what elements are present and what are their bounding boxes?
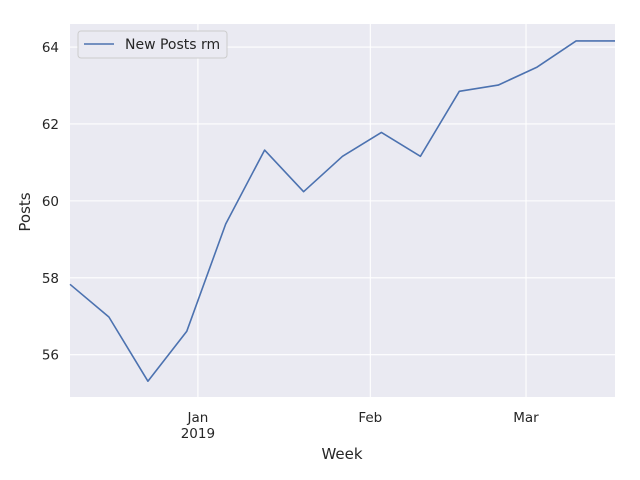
- x-axis-label: Week: [321, 445, 362, 463]
- x-tick-label: Jan: [187, 410, 209, 426]
- plot-background: [70, 24, 615, 397]
- y-tick-label: 64: [42, 40, 59, 56]
- series-layer: [69, 40, 615, 383]
- legend: New Posts rm: [77, 30, 228, 59]
- y-tick-label: 62: [42, 117, 59, 133]
- y-axis-label: Posts: [16, 192, 34, 231]
- legend-label: New Posts rm: [125, 37, 220, 53]
- legend-box: [77, 30, 228, 59]
- y-tick-label: 58: [42, 271, 59, 287]
- x-tick-label: Mar: [513, 410, 539, 426]
- x-tick-label: Feb: [358, 410, 382, 426]
- x-tick-sublabel: 2019: [181, 426, 215, 442]
- y-tick-label: 60: [42, 194, 59, 210]
- y-tick-label: 56: [42, 348, 59, 364]
- series-line: [69, 40, 615, 383]
